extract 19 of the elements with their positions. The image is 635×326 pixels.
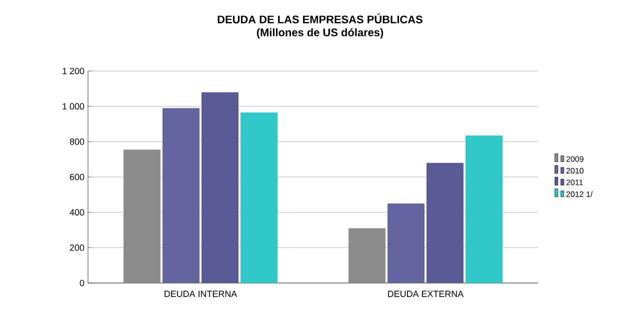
y-tick-label: 1 000 [62, 103, 84, 110]
x-tick-label: DEUDA INTERNA [164, 290, 238, 298]
y-tick-label: 400 [70, 209, 84, 216]
y-tick-label: 600 [70, 174, 84, 180]
x-tick-label: DEUDA EXTERNA [388, 290, 464, 298]
chart-title: DEUDA DE LAS EMPRESAS PÚBLICAS [218, 14, 422, 24]
bar [124, 150, 161, 283]
bar [348, 228, 386, 283]
y-tick-label: 1 200 [62, 68, 84, 74]
bar [465, 135, 502, 283]
bar [240, 112, 278, 283]
y-tick-label: 0 [80, 280, 84, 286]
y-tick-label: 800 [70, 138, 84, 145]
bar [201, 92, 238, 283]
bar [388, 204, 425, 283]
chart-subtitle: (Millones de US dólares) [256, 28, 384, 38]
bar [162, 108, 200, 283]
y-tick-label: 200 [70, 244, 84, 251]
bar [426, 162, 464, 283]
